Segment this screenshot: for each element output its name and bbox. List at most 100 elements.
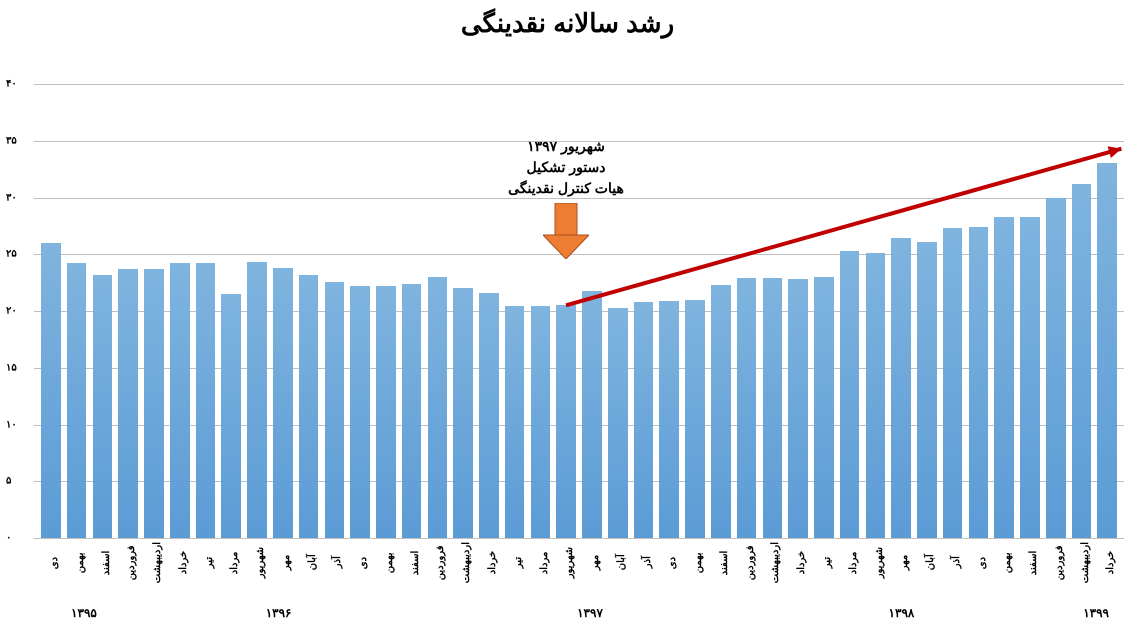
y-tick-label: ۰ bbox=[0, 533, 28, 544]
bar bbox=[67, 263, 87, 538]
bar bbox=[1020, 217, 1040, 538]
bar bbox=[788, 279, 808, 538]
x-tick-month: بهمن bbox=[693, 542, 719, 583]
bar bbox=[1072, 184, 1092, 538]
x-tick-month: مرداد bbox=[229, 542, 255, 583]
x-tick-month: آذر bbox=[642, 542, 668, 583]
bar bbox=[891, 238, 911, 538]
x-axis-months: دیبهمناسفندفروردیناردیبهشتخردادتیرمردادش… bbox=[45, 542, 1135, 583]
x-tick-month: شهریور bbox=[874, 542, 900, 583]
x-tick-month: اسفند bbox=[410, 542, 436, 583]
x-tick-month: دی bbox=[977, 542, 1003, 583]
y-tick-label: ۱۵ bbox=[0, 362, 28, 373]
gridline bbox=[34, 538, 1124, 539]
x-tick-month: تیر bbox=[822, 542, 848, 583]
y-tick-label: ۱۰ bbox=[0, 419, 28, 430]
x-tick-year: ۱۳۹۵ bbox=[71, 606, 97, 620]
y-tick-label: ۳۵ bbox=[0, 135, 28, 146]
bar bbox=[685, 300, 705, 538]
bar bbox=[273, 268, 293, 538]
x-tick-month: بهمن bbox=[1002, 542, 1028, 583]
bar bbox=[608, 308, 628, 538]
x-tick-month: خرداد bbox=[1105, 542, 1131, 583]
x-tick-month: شهریور bbox=[564, 542, 590, 583]
bar bbox=[556, 305, 576, 538]
x-tick-month: خرداد bbox=[796, 542, 822, 583]
x-tick-year: ۱۳۹۶ bbox=[266, 606, 292, 620]
bar bbox=[221, 294, 241, 538]
bar bbox=[1097, 163, 1117, 538]
y-tick-label: ۴۰ bbox=[0, 79, 28, 90]
annotation-line: دستور تشکیل bbox=[476, 157, 656, 178]
x-tick-month: آذر bbox=[951, 542, 977, 583]
bar bbox=[479, 293, 499, 538]
x-tick-month: مرداد bbox=[848, 542, 874, 583]
x-tick-year: ۱۳۹۷ bbox=[577, 606, 603, 620]
y-tick-label: ۲۰ bbox=[0, 306, 28, 317]
x-tick-month: خرداد bbox=[487, 542, 513, 583]
x-tick-month: تیر bbox=[513, 542, 539, 583]
x-tick-month: مهر bbox=[281, 542, 307, 583]
callout-annotation: شهریور ۱۳۹۷دستور تشکیلهیات کنترل نقدینگی bbox=[476, 136, 656, 199]
annotation-line: هیات کنترل نقدینگی bbox=[476, 178, 656, 199]
x-tick-month: دی bbox=[49, 542, 75, 583]
bar bbox=[350, 286, 370, 538]
bar bbox=[144, 269, 164, 538]
bar bbox=[840, 251, 860, 538]
x-tick-month: آذر bbox=[332, 542, 358, 583]
bar bbox=[866, 253, 886, 538]
bar bbox=[943, 228, 963, 538]
callout-arrow bbox=[543, 203, 589, 259]
y-tick-label: ۵ bbox=[0, 476, 28, 487]
x-tick-month: دی bbox=[667, 542, 693, 583]
x-tick-month: اردیبهشت bbox=[1080, 542, 1106, 583]
x-tick-month: خرداد bbox=[178, 542, 204, 583]
bar bbox=[917, 242, 937, 538]
bar bbox=[453, 288, 473, 538]
y-tick-label: ۳۰ bbox=[0, 192, 28, 203]
bar bbox=[994, 217, 1014, 538]
y-tick-label: ۲۵ bbox=[0, 249, 28, 260]
x-tick-month: بهمن bbox=[75, 542, 101, 583]
bar bbox=[93, 275, 113, 538]
bar bbox=[737, 278, 757, 538]
x-tick-month: مهر bbox=[590, 542, 616, 583]
bar bbox=[505, 306, 525, 538]
bar bbox=[582, 291, 602, 538]
bar bbox=[659, 301, 679, 538]
x-tick-month: فروردین bbox=[1054, 542, 1080, 583]
x-tick-month: اسفند bbox=[719, 542, 745, 583]
bar bbox=[763, 278, 783, 538]
bar bbox=[428, 277, 448, 538]
bar bbox=[376, 286, 396, 538]
bar bbox=[402, 284, 422, 538]
bar bbox=[118, 269, 138, 538]
bar bbox=[711, 285, 731, 538]
bar bbox=[634, 302, 654, 538]
x-tick-month: اسفند bbox=[101, 542, 127, 583]
x-tick-month: شهریور bbox=[255, 542, 281, 583]
bar bbox=[325, 282, 345, 539]
x-tick-month: آبان bbox=[307, 542, 333, 583]
x-tick-month: اردیبهشت bbox=[770, 542, 796, 583]
x-tick-month: اردیبهشت bbox=[152, 542, 178, 583]
x-tick-month: آبان bbox=[925, 542, 951, 583]
x-tick-month: دی bbox=[358, 542, 384, 583]
x-tick-month: اسفند bbox=[1028, 542, 1054, 583]
x-tick-month: اردیبهشت bbox=[461, 542, 487, 583]
x-tick-month: آبان bbox=[616, 542, 642, 583]
x-tick-month: مهر bbox=[899, 542, 925, 583]
bar bbox=[969, 227, 989, 538]
annotation-line: شهریور ۱۳۹۷ bbox=[476, 136, 656, 157]
chart-title: رشد سالانه نقدینگی bbox=[10, 8, 1125, 39]
x-tick-month: فروردین bbox=[435, 542, 461, 583]
bar bbox=[41, 243, 61, 538]
x-tick-month: مرداد bbox=[539, 542, 565, 583]
bar bbox=[1046, 198, 1066, 539]
bar bbox=[247, 262, 267, 538]
bar bbox=[299, 275, 319, 538]
x-tick-month: فروردین bbox=[745, 542, 771, 583]
x-tick-year: ۱۳۹۹ bbox=[1083, 606, 1109, 620]
bar bbox=[814, 277, 834, 538]
x-tick-year: ۱۳۹۸ bbox=[889, 606, 915, 620]
